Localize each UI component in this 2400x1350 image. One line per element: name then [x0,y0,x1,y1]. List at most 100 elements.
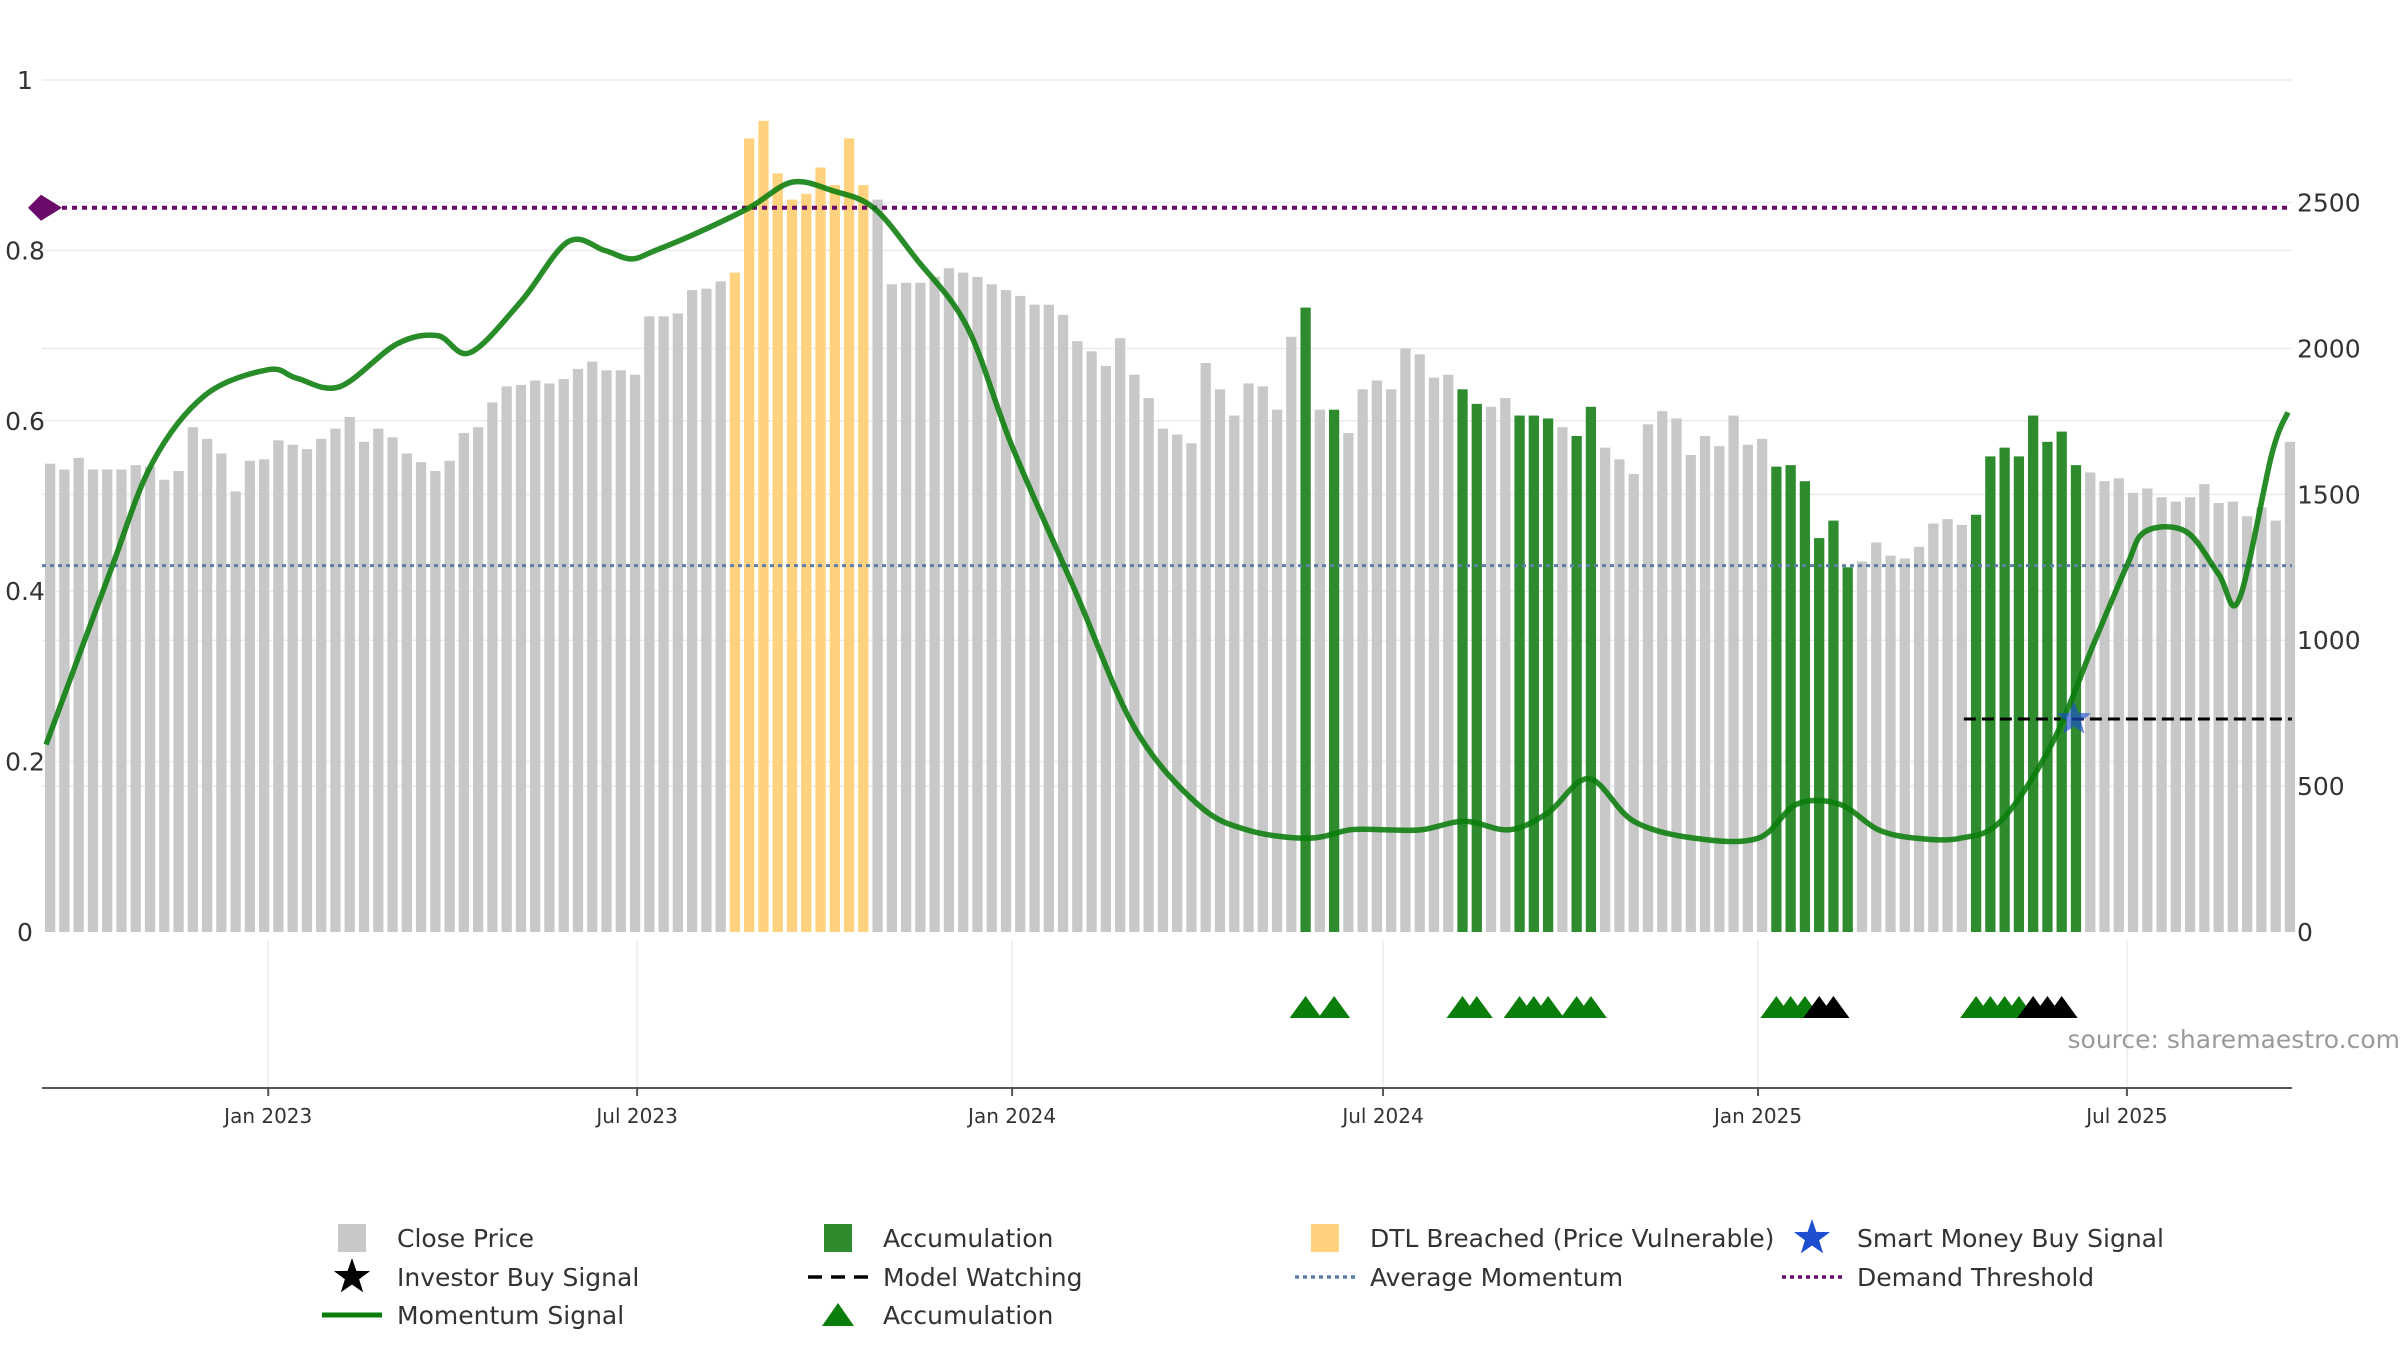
demand-threshold-marker [28,194,62,221]
close-price-bar [473,427,484,932]
close-price-bar [415,462,427,932]
legend-label: Smart Money Buy Signal [1857,1224,2164,1253]
accumulation-marker [1318,996,1351,1018]
close-price-bar [1129,374,1140,933]
left-tick-label: 0.2 [5,748,45,777]
legend-item-accumulation-marker: Accumulation [822,1301,1053,1330]
close-price-bar [373,428,384,932]
accumulation-bar [1457,389,1468,932]
close-price-bar [1685,454,1696,932]
close-price-bar [2284,441,2296,932]
close-price-bar [2127,492,2139,932]
legend-swatch [1311,1224,1339,1252]
legend-item-accumulation-bar: Accumulation [824,1224,1053,1253]
accumulation-marker [1289,996,1322,1018]
close-price-bar [159,479,170,932]
close-price-bar [2085,472,2096,932]
close-price-bar [530,380,541,932]
close-price-bar [73,457,84,932]
close-price-bar [1642,424,1654,932]
close-price-bar [1913,546,1925,932]
close-price-bar [1742,444,1753,932]
close-price-bar [1400,348,1411,932]
x-tick-label: Jul 2024 [1340,1104,1423,1128]
close-price-bar [1414,354,1425,932]
legend-item-momentum: Momentum Signal [322,1301,624,1330]
close-price-bar [273,440,284,932]
accumulation-bar [2070,465,2082,932]
close-price-bar [1114,338,1126,932]
close-price-bar [344,417,355,932]
dtl-breached-bar [758,120,769,933]
legend-swatch [824,1224,852,1252]
dtl-breached-bar [815,167,826,932]
close-price-bar [487,402,498,932]
left-tick-label: 0.4 [5,577,45,606]
investor-buy-marker [1817,996,1850,1018]
close-price-bar [1172,434,1183,932]
close-price-bar [601,370,612,933]
legend-item-smart-money: Smart Money Buy Signal [1793,1219,2164,1254]
close-price-bar [572,368,584,932]
close-price-bar [130,465,141,932]
right-tick-label: 0 [2297,918,2313,947]
legend-label: DTL Breached (Price Vulnerable) [1370,1224,1774,1253]
close-price-bar [1214,389,1226,932]
close-price-bar [2099,481,2110,932]
close-price-bar [958,272,969,933]
close-price-bar [259,459,270,932]
source-label: source: sharemaestro.com [2068,1025,2400,1054]
close-price-bar [358,441,370,932]
investor-buy-marker [2045,996,2078,1018]
left-tick-label: 1 [17,66,33,95]
dtl-breached-bar [829,185,840,933]
legend-swatch [338,1224,366,1252]
close-price-bar [1443,374,1454,933]
close-price-bar [1343,433,1354,932]
close-price-bar [2270,520,2281,932]
legend-label: Accumulation [883,1224,1053,1253]
close-price-bar [201,438,213,932]
close-price-bar [1029,304,1040,932]
dtl-breached-bar [772,173,783,932]
close-price-bar [216,453,227,932]
axes: 0 0.2 0.4 0.6 0.8 1 0 500 1000 1500 2000 2500 Jan 20… [5,66,2361,1128]
accumulation-bar [1542,418,1554,932]
close-price-bar [45,463,56,932]
close-price-bar [644,316,655,932]
dtl-breached-bar [801,193,812,932]
accumulation-bar [1785,465,1796,932]
close-price-bar [1072,341,1083,933]
accumulation-marker [1532,996,1565,1018]
legend-triangle-icon [822,1303,854,1326]
close-price-bar [701,288,712,932]
close-price-bar [1942,519,1953,932]
legend-label: Demand Threshold [1857,1263,2094,1292]
signal-markers [1289,701,2091,1018]
close-price-bar [1856,561,1868,932]
left-tick-label: 0.6 [5,407,45,436]
right-tick-label: 2000 [2297,334,2361,363]
close-price-bar [387,437,398,932]
left-tick-label: 0 [17,918,33,947]
momentum-signal-line [43,178,2291,845]
close-price-bar [687,290,698,933]
close-price-bar [544,383,555,933]
close-price-bar [929,276,940,933]
close-price-bar [1057,314,1069,933]
close-price-bar [1628,473,1639,932]
close-price-bar [1428,377,1440,932]
close-price-bar [1500,398,1511,932]
right-tick-label: 1000 [2297,626,2361,655]
close-price-bars [45,120,2296,933]
accumulation-bar [2013,456,2025,932]
close-price-bar [1157,428,1169,932]
close-price-bar [116,469,127,932]
close-price-bar [615,370,626,933]
close-price-bar [2156,497,2167,932]
accumulation-marker [1460,996,1493,1018]
close-price-bar [1899,558,1910,932]
dtl-breached-bar [786,199,798,933]
